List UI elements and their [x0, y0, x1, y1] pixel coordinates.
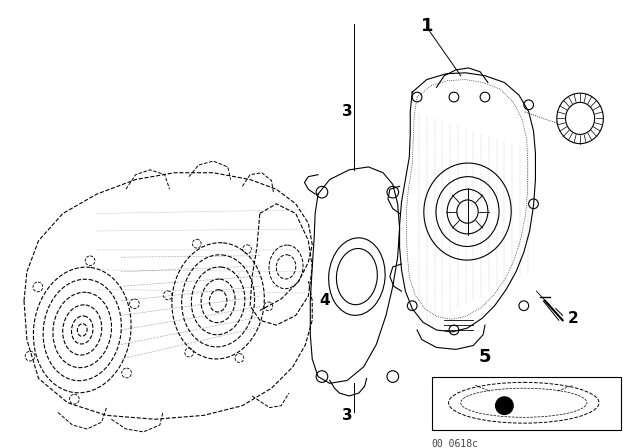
- Text: 00_0618c: 00_0618c: [431, 438, 479, 448]
- Circle shape: [495, 397, 513, 414]
- Text: 3: 3: [342, 104, 353, 119]
- Text: 3: 3: [342, 408, 353, 422]
- Text: 2: 2: [568, 311, 578, 326]
- Text: 4: 4: [319, 293, 330, 308]
- Bar: [431, 377, 621, 430]
- Text: 1: 1: [420, 17, 433, 35]
- Text: 5: 5: [479, 348, 492, 366]
